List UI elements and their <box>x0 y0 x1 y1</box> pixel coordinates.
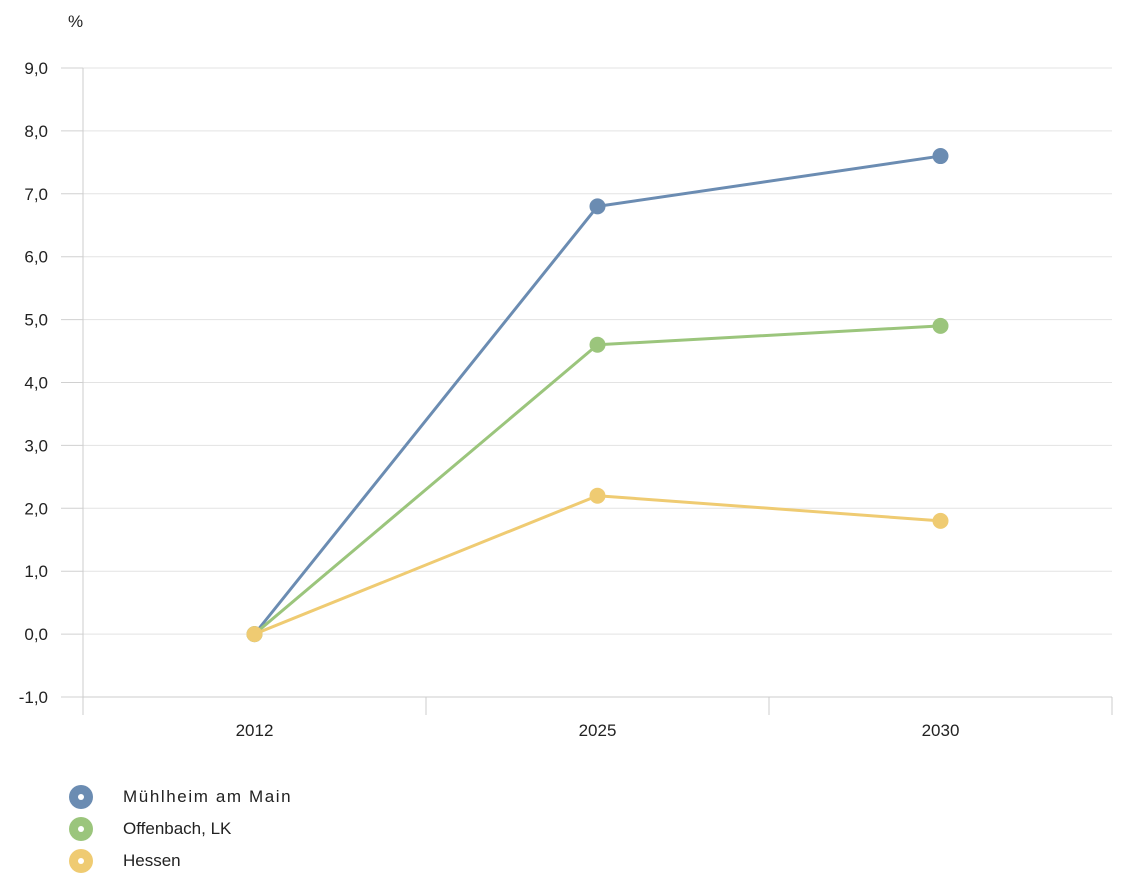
y-axis-unit-label: % <box>68 12 83 31</box>
y-tick-label: 6,0 <box>24 248 48 267</box>
x-axis-ticks: 2012 2025 2030 <box>83 697 1112 740</box>
legend-dot <box>78 826 84 832</box>
legend-item-muehlheim[interactable]: Mühlheim am Main <box>68 781 292 813</box>
data-point[interactable] <box>933 148 949 164</box>
data-point[interactable] <box>590 337 606 353</box>
series-group <box>247 148 949 642</box>
legend-dot <box>78 794 84 800</box>
legend-item-offenbach[interactable]: Offenbach, LK <box>68 813 292 845</box>
x-tick-label: 2025 <box>579 721 617 740</box>
series-0 <box>247 148 949 642</box>
legend-label: Offenbach, LK <box>123 819 231 839</box>
legend-label: Mühlheim am Main <box>123 787 292 807</box>
legend-label: Hessen <box>123 851 181 871</box>
y-axis-ticks: -1,0 0,0 1,0 2,0 3,0 4,0 5,0 6,0 7,0 8,0 9,0 <box>19 59 83 707</box>
x-tick-label: 2012 <box>236 721 274 740</box>
legend-marker-icon <box>68 784 94 810</box>
series-line <box>255 326 941 634</box>
data-point[interactable] <box>933 513 949 529</box>
y-tick-label: -1,0 <box>19 688 48 707</box>
series-line <box>255 496 941 634</box>
y-tick-label: 4,0 <box>24 374 48 393</box>
x-tick-label: 2030 <box>922 721 960 740</box>
y-tick-label: 2,0 <box>24 499 48 518</box>
y-tick-label: 5,0 <box>24 311 48 330</box>
data-point[interactable] <box>590 198 606 214</box>
y-tick-label: 3,0 <box>24 436 48 455</box>
series-line <box>255 156 941 634</box>
legend-item-hessen[interactable]: Hessen <box>68 845 292 877</box>
data-point[interactable] <box>590 488 606 504</box>
y-tick-label: 1,0 <box>24 562 48 581</box>
legend-marker-icon <box>68 848 94 874</box>
y-tick-label: 9,0 <box>24 59 48 78</box>
data-point[interactable] <box>933 318 949 334</box>
legend-marker-icon <box>68 816 94 842</box>
legend: Mühlheim am Main Offenbach, LK Hessen <box>68 781 292 877</box>
data-point[interactable] <box>247 626 263 642</box>
y-tick-label: 7,0 <box>24 185 48 204</box>
legend-dot <box>78 858 84 864</box>
y-tick-label: 8,0 <box>24 122 48 141</box>
y-tick-label: 0,0 <box>24 625 48 644</box>
